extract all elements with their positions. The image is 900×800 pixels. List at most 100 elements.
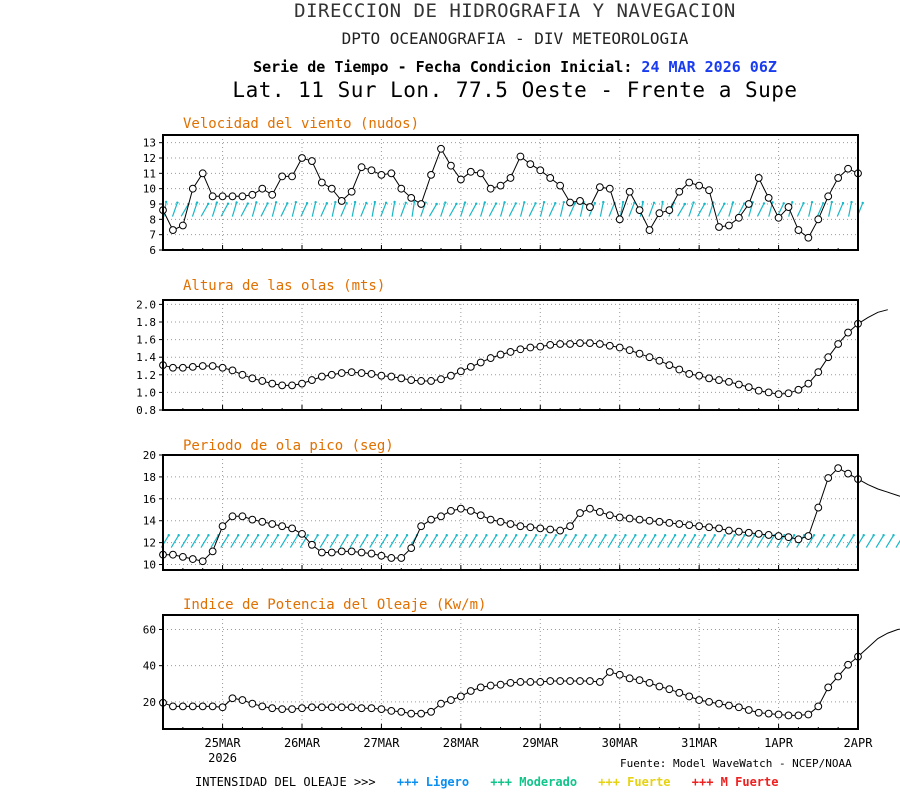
data-point [347,703,356,712]
direction-arrow-head [841,201,845,205]
data-point [178,363,187,372]
direction-arrow-head [373,200,377,204]
direction-arrow-head [604,534,607,537]
data-point [834,672,843,681]
data-point [248,190,257,199]
direction-arrow-head [505,534,508,537]
data-point [258,702,267,711]
data-point [576,677,584,685]
location-title: Lat. 11 Sur Lon. 77.5 Oeste - Frente a S… [232,78,798,102]
data-point [317,372,326,381]
data-point [824,683,833,692]
department-subtitle: DPTO OCEANOGRAFIA - DIV METEOROLOGIA [341,29,689,48]
chart-panel-4: Indice de Potencia del Oleaje (Kw/m) 20 40… [143,597,900,730]
source-note: Fuente: Model WaveWatch - NCEP/NOAA [620,757,852,770]
data-point [228,192,237,201]
data-point [198,557,207,566]
x-tick-label: 1APR [764,736,794,750]
direction-arrow [300,203,308,217]
data-point [695,371,704,380]
data-point [456,175,465,184]
data-point [337,703,346,712]
data-point [367,370,376,378]
data-point [278,522,287,531]
data-point [437,699,445,708]
x-tick-label: 25MAR [205,736,242,750]
data-point [456,367,465,376]
direction-arrow [460,202,466,217]
data-point [615,513,624,522]
direction-arrow [428,534,438,548]
direction-arrow-head [353,200,357,204]
direction-arrow-head [832,534,836,537]
data-point [516,152,525,161]
direction-arrow [528,534,537,548]
data-point [605,511,614,520]
direction-arrow [508,203,517,217]
data-point [238,370,247,379]
direction-arrow [617,534,626,548]
direction-arrow-head [326,534,329,537]
y-tick-label: 7 [149,229,156,242]
data-point [327,370,336,379]
direction-arrow [885,534,895,548]
data-point [725,221,733,230]
y-tick-label: 1.4 [136,351,156,364]
data-point [546,525,555,534]
data-point [476,169,485,178]
direction-arrow [391,201,396,217]
data-point [645,353,654,362]
direction-arrow [696,534,706,548]
direction-arrow [677,203,686,217]
data-point [228,366,237,375]
direction-arrow-head [692,201,695,204]
data-point [675,187,684,196]
data-point [516,345,525,354]
data-point [278,705,287,713]
data-point [685,521,694,529]
data-point [754,386,763,395]
direction-arrow [518,534,527,548]
data-point [744,383,753,392]
data-point [288,705,296,713]
direction-arrow-head [404,201,408,204]
chart-title: Altura de las olas (mts) [183,278,385,294]
data-point [377,170,386,179]
data-point [238,512,247,521]
data-point [268,190,277,199]
direction-arrow [480,202,486,217]
data-point [705,523,713,532]
direction-arrow [647,534,656,548]
data-point [635,676,644,685]
direction-arrow-head [177,534,180,537]
direction-arrow [499,202,506,217]
data-point [427,377,435,385]
data-point [218,703,227,712]
direction-arrow [299,534,309,548]
data-point [447,161,455,170]
data-point [198,169,207,178]
direction-arrow [359,534,368,548]
direction-arrow-head [731,201,735,204]
direction-arrow-head [384,201,388,205]
data-point [169,226,177,234]
data-point [327,703,336,712]
direction-arrow-head [810,200,814,204]
data-point [834,340,843,348]
direction-arrow-head [683,202,687,206]
data-point [506,520,515,528]
data-point [496,680,505,689]
data-point [397,374,406,383]
data-point [317,178,326,187]
direction-arrow-head [274,201,278,204]
direction-arrow [438,534,448,548]
direction-arrow-head [444,201,447,204]
data-point [268,379,277,388]
data-point [188,555,197,563]
chart-title: Indice de Potencia del Oleaje (Kw/m) [183,597,486,613]
direction-arrow [240,534,249,548]
data-point [824,474,833,482]
data-point [188,362,197,371]
data-point [685,178,694,187]
